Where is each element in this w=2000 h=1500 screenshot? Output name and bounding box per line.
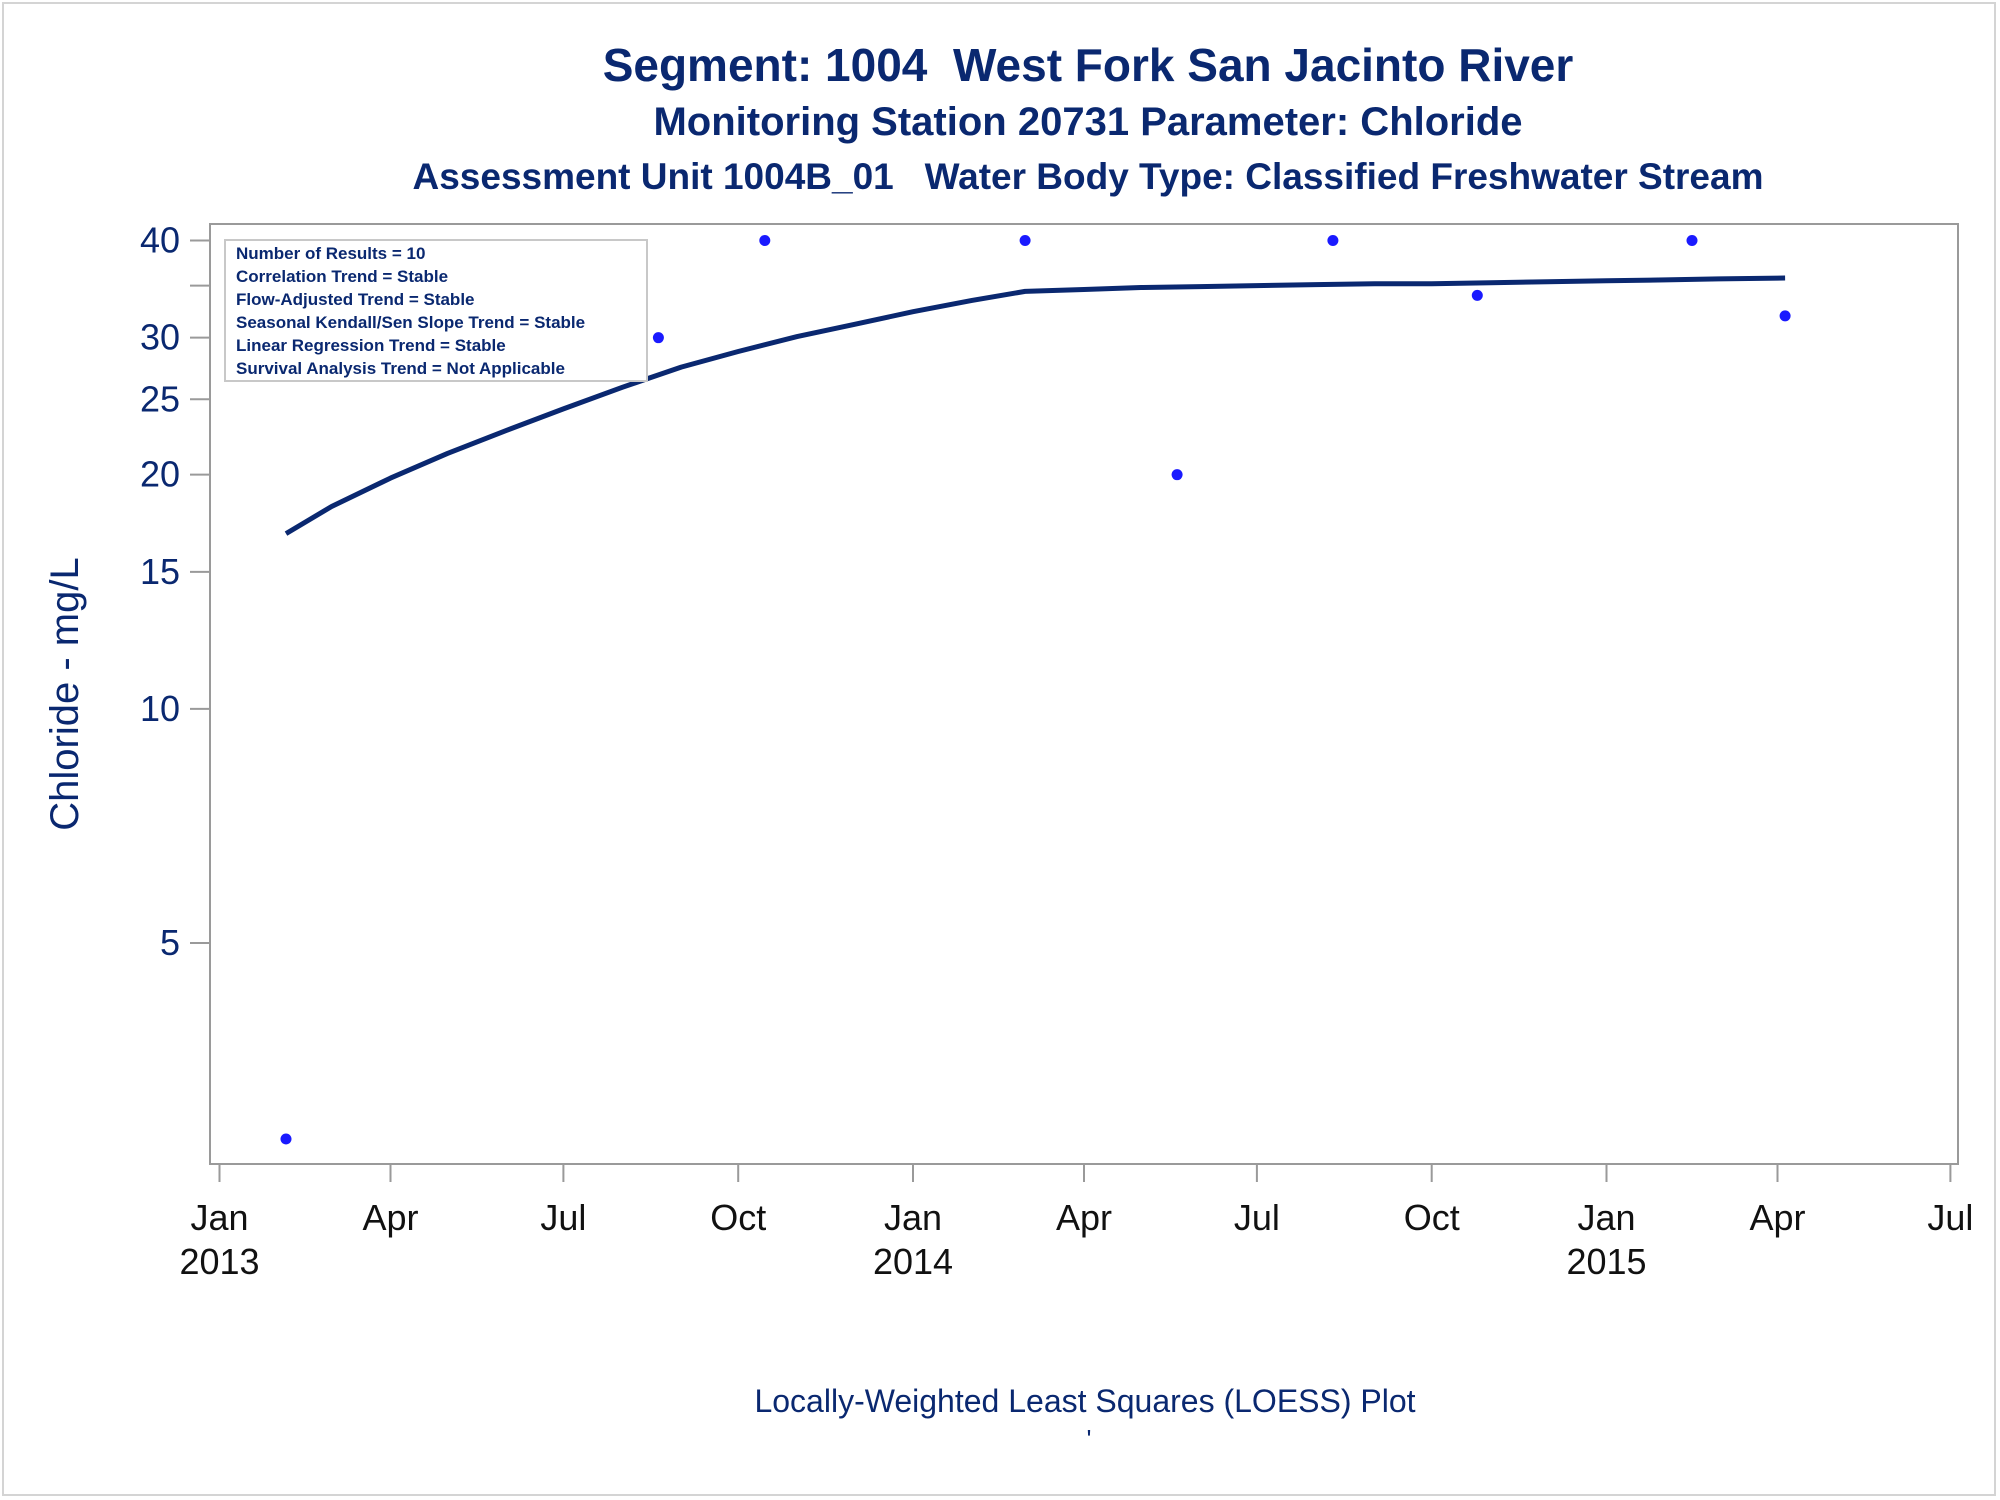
y-tick-label: 40	[140, 219, 180, 260]
inset-line: Number of Results = 10	[236, 244, 425, 263]
data-point	[652, 332, 664, 344]
data-point	[1779, 310, 1791, 322]
y-axis: 5 10 15 20 25 30 40	[140, 219, 210, 963]
y-axis-label: Chloride - mg/L	[43, 557, 87, 830]
y-tick-label: 5	[160, 922, 180, 963]
x-tick-label: Jul	[1927, 1197, 1973, 1238]
x-tick-year-label: 2013	[179, 1241, 259, 1282]
footnote: Locally-Weighted Least Squares (LOESS) P…	[754, 1383, 1415, 1419]
chart-subtitle-2: Assessment Unit 1004B_01 Water Body Type…	[412, 156, 1764, 197]
x-tick-label: Jan	[1577, 1197, 1635, 1238]
x-tick-label: Oct	[710, 1197, 766, 1238]
inset-box-border	[224, 239, 648, 382]
inset-line: Survival Analysis Trend = Not Applicable	[236, 359, 565, 378]
x-tick-label: Jan	[884, 1197, 942, 1238]
chart-title: Segment: 1004 West Fork San Jacinto Rive…	[602, 39, 1574, 91]
x-tick-label: Apr	[1056, 1197, 1112, 1238]
loess-line	[284, 275, 1786, 536]
y-tick-label: 20	[140, 454, 180, 495]
data-point	[280, 1133, 292, 1145]
y-tick-label: 25	[140, 378, 180, 419]
x-tick-label: Jul	[540, 1197, 586, 1238]
y-tick-label: 10	[140, 688, 180, 729]
x-tick-year-label: 2015	[1566, 1241, 1646, 1282]
data-point	[759, 234, 771, 246]
x-tick-label: Jan	[190, 1197, 248, 1238]
inset-line: Linear Regression Trend = Stable	[236, 336, 506, 355]
data-point	[1471, 289, 1483, 301]
chart-subtitle: Monitoring Station 20731 Parameter: Chlo…	[653, 100, 1523, 144]
x-tick-label: Apr	[362, 1197, 418, 1238]
data-point	[1686, 234, 1698, 246]
footnote-mark: '	[1087, 1424, 1092, 1454]
inset-line: Correlation Trend = Stable	[236, 267, 448, 286]
data-point	[1171, 469, 1183, 481]
x-tick-label: Jul	[1234, 1197, 1280, 1238]
y-tick-label: 15	[140, 551, 180, 592]
x-tick-year-label: 2014	[873, 1241, 953, 1282]
x-tick-label: Apr	[1749, 1197, 1805, 1238]
inset-box: Number of Results = 10 Correlation Trend…	[224, 239, 648, 382]
data-point	[1019, 234, 1031, 246]
data-point	[1327, 234, 1339, 246]
x-tick-label: Oct	[1404, 1197, 1460, 1238]
y-tick-label: 30	[140, 317, 180, 358]
inset-line: Seasonal Kendall/Sen Slope Trend = Stabl…	[236, 313, 585, 332]
inset-line: Flow-Adjusted Trend = Stable	[236, 290, 475, 309]
